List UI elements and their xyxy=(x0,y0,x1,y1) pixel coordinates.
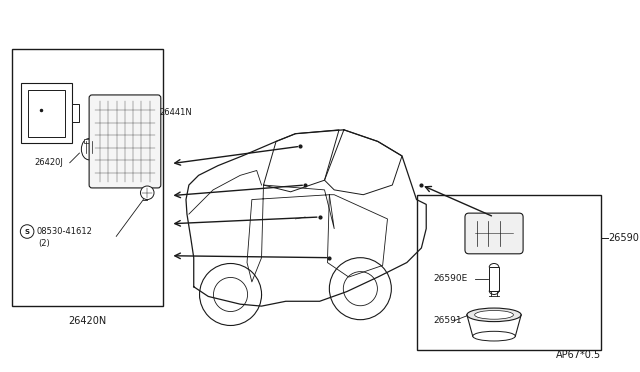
Text: AP67*0.5: AP67*0.5 xyxy=(556,350,600,360)
Ellipse shape xyxy=(475,311,513,319)
Circle shape xyxy=(330,258,391,320)
Ellipse shape xyxy=(467,308,521,322)
Text: S: S xyxy=(24,228,29,234)
Bar xyxy=(84,138,94,143)
Text: 26420J: 26420J xyxy=(35,158,64,167)
Bar xyxy=(12,49,163,306)
Bar xyxy=(28,90,65,137)
Text: 26590: 26590 xyxy=(609,233,639,243)
Bar xyxy=(489,267,499,291)
Text: 08530-41612: 08530-41612 xyxy=(37,227,93,236)
Circle shape xyxy=(200,263,262,326)
Bar xyxy=(72,104,79,122)
Text: (2): (2) xyxy=(39,239,51,248)
Text: 26441N: 26441N xyxy=(160,108,193,117)
Text: 26591: 26591 xyxy=(433,316,461,325)
FancyBboxPatch shape xyxy=(465,213,523,254)
Circle shape xyxy=(140,186,154,199)
Ellipse shape xyxy=(81,138,97,160)
Ellipse shape xyxy=(473,331,515,341)
Bar xyxy=(21,83,72,143)
FancyBboxPatch shape xyxy=(89,95,161,188)
Text: 26590E: 26590E xyxy=(433,275,467,283)
Text: 26420N: 26420N xyxy=(68,316,106,326)
Circle shape xyxy=(343,272,378,306)
Bar xyxy=(417,195,600,350)
Circle shape xyxy=(20,225,34,238)
Circle shape xyxy=(214,278,248,311)
